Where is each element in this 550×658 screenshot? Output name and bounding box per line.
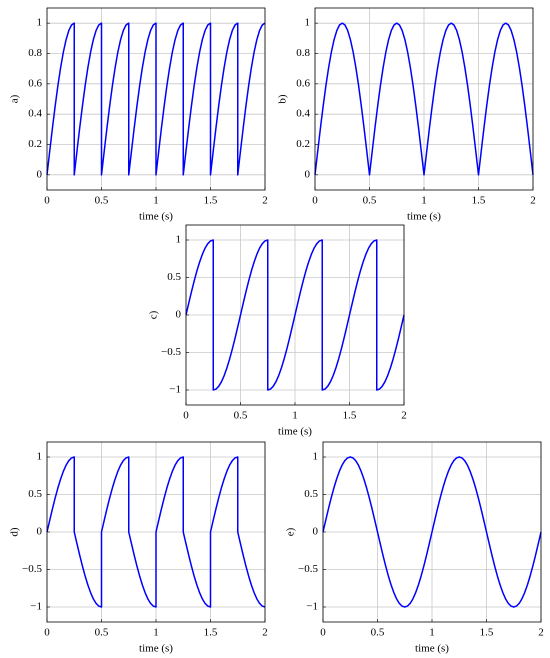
y-tick-label: 0.2: [28, 138, 42, 150]
x-tick-label: 0.5: [95, 627, 109, 639]
x-axis-label: time (s): [139, 643, 173, 655]
y-tick-label: 0: [176, 309, 182, 321]
y-tick-label: 0.4: [296, 108, 310, 120]
line-series: [46, 456, 266, 608]
y-tick-label: 0.5: [304, 488, 318, 500]
y-axis-label: c): [148, 310, 160, 319]
y-tick-label: 0: [37, 168, 43, 180]
x-tick-label: 2: [530, 195, 536, 207]
y-tick-label: 0: [305, 168, 311, 180]
line-series: [185, 239, 405, 391]
y-tick-label: 1: [37, 17, 43, 29]
x-tick-label: 2: [262, 195, 268, 207]
y-tick-label: 1: [305, 17, 311, 29]
y-axis-label: a): [9, 94, 21, 103]
y-tick-label: 0.8: [296, 47, 310, 59]
x-tick-label: 1: [292, 410, 298, 422]
x-tick-label: 1: [153, 195, 159, 207]
y-tick-label: 1: [37, 451, 43, 463]
x-tick-label: 1: [421, 195, 427, 207]
y-tick-label: −0.5: [298, 563, 318, 575]
x-tick-label: 1.5: [480, 627, 494, 639]
y-tick-label: −1: [30, 601, 42, 613]
plot-frame: [322, 441, 542, 623]
x-tick-label: 0: [312, 195, 318, 207]
subplot: 0 0.5 1 1.5 2 −1 −0.5 0 0.5 1 time (s) c): [148, 224, 407, 438]
subplot: 0 0.5 1 1.5 2 0 0.2 0.4 0.6 0.8 1 time (s) b): [277, 7, 536, 223]
x-tick-label: 2: [262, 627, 268, 639]
x-tick-label: 1: [153, 627, 159, 639]
x-axis-label: time (s): [415, 643, 449, 655]
x-tick-label: 0: [183, 410, 189, 422]
x-axis-label: time (s): [278, 426, 312, 438]
y-tick-label: 1: [176, 234, 182, 246]
x-tick-label: 1.5: [204, 627, 218, 639]
plot-frame: [314, 7, 534, 191]
y-axis-label: e): [285, 527, 297, 536]
x-tick-label: 0: [320, 627, 326, 639]
x-tick-label: 1: [429, 627, 435, 639]
y-tick-label: 0.5: [167, 271, 181, 283]
line-series: [314, 22, 534, 176]
x-axis-label: time (s): [139, 211, 173, 223]
x-tick-label: 2: [538, 627, 544, 639]
x-tick-label: 1.5: [343, 410, 357, 422]
x-tick-label: 0: [44, 195, 50, 207]
y-tick-label: 0: [313, 526, 319, 538]
plot-frame: [46, 441, 266, 623]
subplot: 0 0.5 1 1.5 2 −1 −0.5 0 0.5 1 time (s) e): [285, 441, 544, 655]
x-tick-label: 2: [401, 410, 407, 422]
line-series: [322, 456, 542, 608]
y-tick-label: 0.6: [28, 77, 42, 89]
y-axis-label: b): [277, 94, 289, 104]
line-series: [46, 22, 266, 176]
y-tick-label: 0.8: [28, 47, 42, 59]
subplot: 0 0.5 1 1.5 2 −1 −0.5 0 0.5 1 time (s) d): [9, 441, 268, 655]
x-tick-label: 0: [44, 627, 50, 639]
plot-frame: [185, 224, 405, 406]
y-tick-label: 0.4: [28, 108, 42, 120]
plot-frame: [46, 7, 266, 191]
y-axis-label: d): [9, 527, 21, 537]
y-tick-label: −0.5: [22, 563, 42, 575]
subplot: 0 0.5 1 1.5 2 0 0.2 0.4 0.6 0.8 1 time (s) a): [9, 7, 268, 223]
x-tick-label: 0.5: [95, 195, 109, 207]
y-tick-label: 0: [37, 526, 43, 538]
x-tick-label: 1.5: [472, 195, 486, 207]
x-tick-label: 0.5: [234, 410, 248, 422]
x-tick-label: 0.5: [363, 195, 377, 207]
x-tick-label: 0.5: [371, 627, 385, 639]
y-tick-label: 1: [313, 451, 319, 463]
y-tick-label: −0.5: [161, 346, 181, 358]
y-tick-label: 0.2: [296, 138, 310, 150]
x-axis-label: time (s): [407, 211, 441, 223]
y-tick-label: −1: [306, 601, 318, 613]
x-tick-label: 1.5: [204, 195, 218, 207]
y-tick-label: 0.5: [28, 488, 42, 500]
y-tick-label: 0.6: [296, 77, 310, 89]
y-tick-label: −1: [169, 384, 181, 396]
